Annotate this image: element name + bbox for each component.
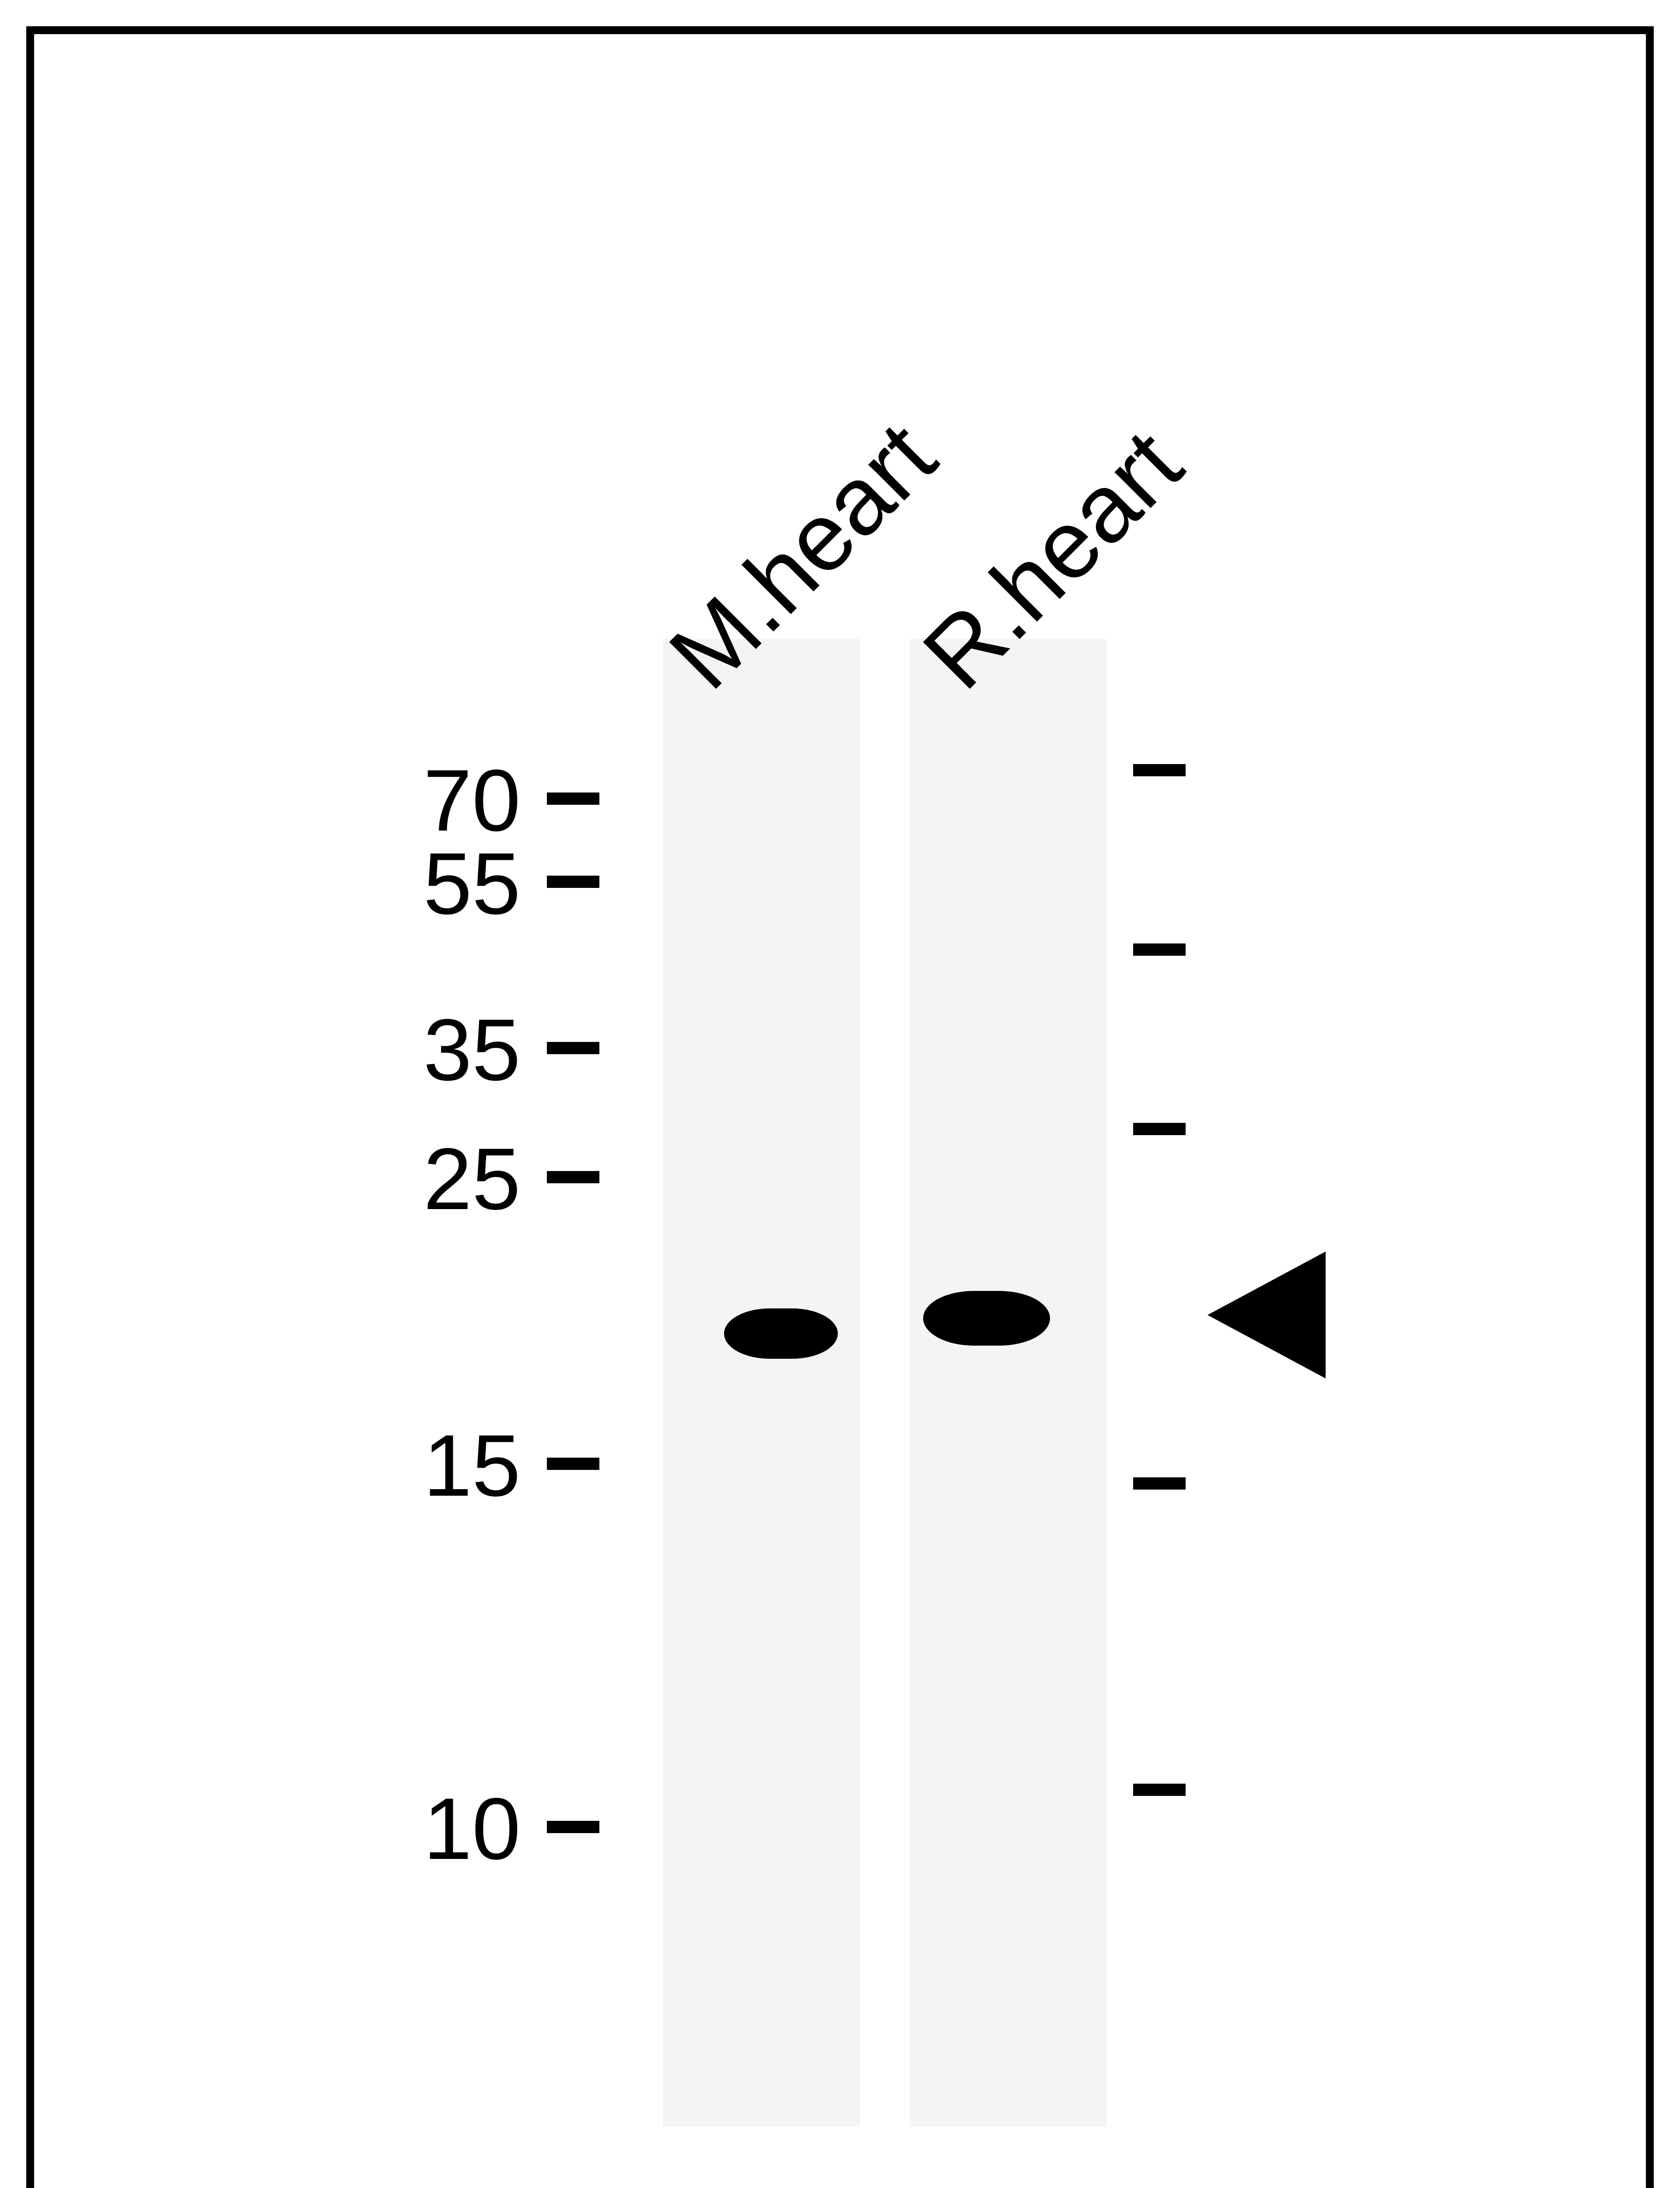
lane-lane1: [663, 639, 860, 2127]
mw-tick-left: [547, 1042, 599, 1054]
mw-tick-right: [1133, 1477, 1186, 1490]
mw-tick-right: [1133, 943, 1186, 956]
arrowhead-icon: [1208, 1252, 1326, 1378]
lane-lane2: [910, 639, 1107, 2127]
mw-tick-left: [547, 1458, 599, 1470]
mw-tick-left: [547, 876, 599, 888]
mw-label-25: 25: [0, 1129, 521, 1230]
mw-tick-left: [547, 792, 599, 805]
band-lane2: [923, 1291, 1050, 1346]
mw-label-10: 10: [0, 1779, 521, 1879]
mw-tick-right: [1133, 764, 1186, 776]
mw-tick-left: [547, 1821, 599, 1833]
band-lane1: [724, 1308, 838, 1359]
mw-tick-right: [1133, 1784, 1186, 1796]
mw-tick-left: [547, 1171, 599, 1183]
mw-tick-right: [1133, 1123, 1186, 1135]
mw-label-15: 15: [0, 1416, 521, 1516]
mw-label-35: 35: [0, 1000, 521, 1101]
mw-label-55: 55: [0, 834, 521, 934]
